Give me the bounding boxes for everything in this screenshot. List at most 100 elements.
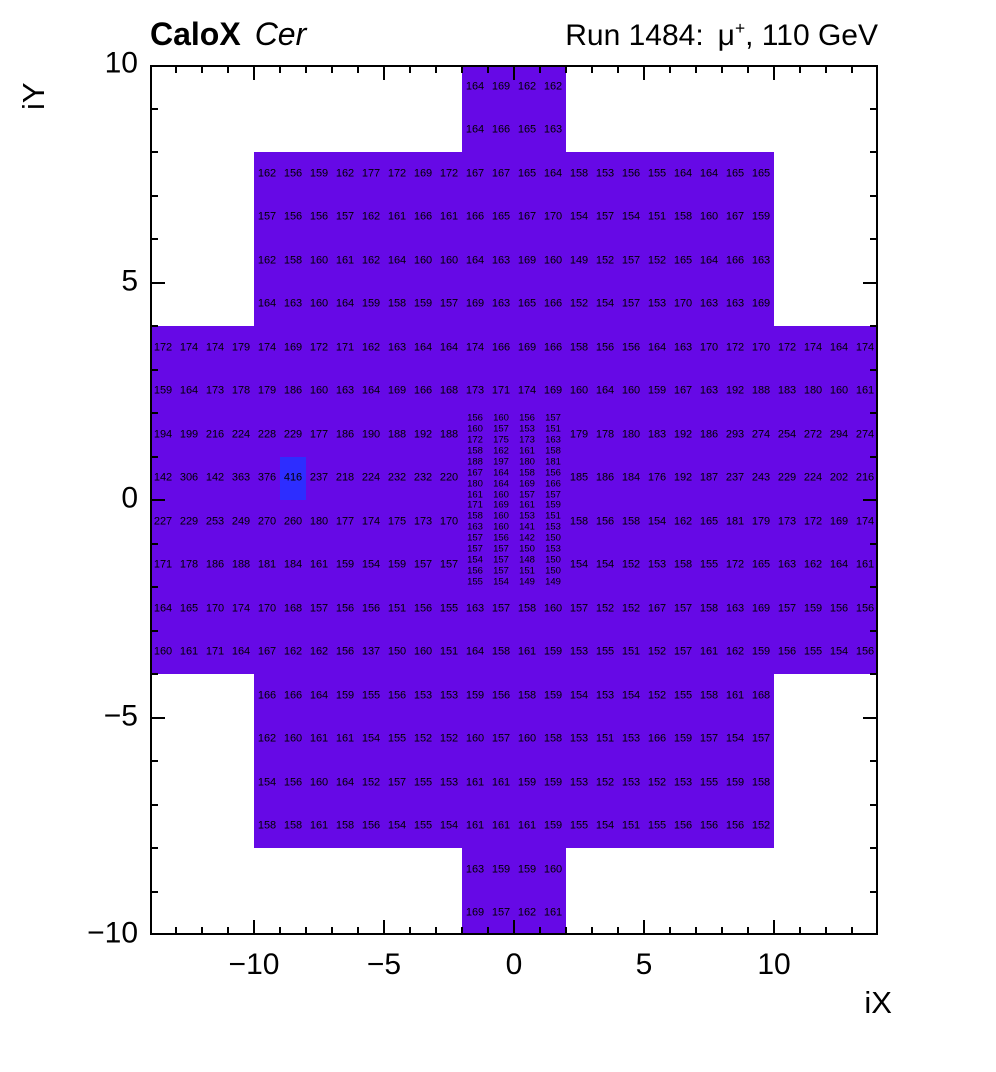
cell-value: 160: [413, 254, 433, 267]
fine-cell-value: 151: [519, 564, 535, 576]
cell-value: 162: [361, 341, 381, 354]
y-tick-label: 10: [104, 46, 138, 80]
cell-value: 166: [465, 210, 485, 223]
x-axis-tick: [565, 927, 567, 935]
cell-value: 166: [413, 210, 433, 223]
y-axis-title: iY: [16, 82, 51, 110]
cell-value: 159: [647, 384, 667, 397]
y-tick-label: 0: [121, 481, 138, 515]
cell-value: 169: [283, 341, 303, 354]
x-axis-tick: [201, 65, 203, 73]
cell-value: 152: [621, 602, 641, 615]
cell-value: 156: [283, 776, 303, 789]
y-axis-tick: [150, 499, 165, 501]
cell-value: 294: [829, 428, 849, 441]
cell-value: 172: [387, 167, 407, 180]
cell-value: 171: [205, 645, 225, 658]
x-tick-label: 0: [505, 948, 523, 981]
x-axis-tick: [279, 927, 281, 935]
cell-value: 157: [309, 602, 329, 615]
cell-value: 162: [517, 80, 537, 93]
cell-value: 154: [621, 689, 641, 702]
cell-value: 172: [309, 341, 329, 354]
x-axis-tick: [669, 927, 671, 935]
fine-cell-value: 173: [519, 434, 535, 446]
cell-value: 157: [621, 297, 641, 310]
x-axis-tick: [435, 927, 437, 935]
fine-cell-value: 164: [493, 467, 509, 479]
fine-cell-value: 156: [519, 412, 535, 424]
cell-value: 157: [439, 297, 459, 310]
cell-value: 169: [465, 906, 485, 919]
cell-value: 163: [491, 297, 511, 310]
fine-cell-value: 156: [467, 564, 483, 576]
cell-value: 163: [283, 297, 303, 310]
cell-value: 157: [413, 558, 433, 571]
cell-value: 156: [283, 210, 303, 223]
fine-cell-value: 166: [545, 477, 561, 489]
fine-cell-value: 155: [467, 575, 483, 587]
x-axis-tick: [409, 65, 411, 73]
cell-value: 155: [439, 602, 459, 615]
fine-cell-value: 156: [467, 412, 483, 424]
y-axis-tick: [150, 151, 158, 153]
cell-value: 163: [465, 863, 485, 876]
fine-cell-value: 158: [467, 445, 483, 457]
cell-value: 151: [647, 210, 667, 223]
fine-cell-value: 169: [493, 499, 509, 511]
cell-value: 169: [751, 297, 771, 310]
cell-value: 190: [361, 428, 381, 441]
y-axis-tick: [870, 455, 878, 458]
cell-value: 159: [335, 689, 355, 702]
cell-value: 169: [517, 254, 537, 267]
fine-cell-value: 171: [467, 499, 483, 511]
cell-value: 274: [855, 428, 875, 441]
cell-value: 151: [439, 645, 459, 658]
cell-value: 159: [543, 645, 563, 658]
cell-value: 165: [725, 167, 745, 180]
cell-value: 160: [439, 254, 459, 267]
fine-cell-value: 164: [493, 477, 509, 489]
cell-value: 155: [699, 776, 719, 789]
cell-value: 161: [699, 645, 719, 658]
cell-value: 161: [517, 645, 537, 658]
cell-value: 174: [517, 384, 537, 397]
cell-value: 167: [517, 210, 537, 223]
y-axis-tick: [870, 151, 878, 153]
cell-value: 232: [413, 471, 433, 484]
x-axis-tick: [461, 927, 463, 935]
y-axis-tick: [863, 716, 878, 719]
cell-value: 363: [231, 471, 251, 484]
cell-value: 218: [335, 471, 355, 484]
cell-value: 160: [699, 210, 719, 223]
cell-value: 168: [751, 689, 771, 702]
cell-value: 166: [413, 384, 433, 397]
x-axis-tick: [513, 65, 515, 80]
x-axis-tick: [409, 927, 411, 935]
y-axis-tick: [870, 368, 878, 371]
fine-cell-value: 160: [467, 423, 483, 435]
cell-value: 158: [673, 558, 693, 571]
fine-cell-value: 157: [467, 532, 483, 544]
cell-value: 162: [361, 210, 381, 223]
cell-value: 156: [413, 602, 433, 615]
fine-cell-value: 153: [545, 521, 561, 533]
y-axis-tick: [870, 238, 878, 240]
cell-value: 158: [491, 645, 511, 658]
cell-value: 177: [309, 428, 329, 441]
cell-value: 154: [569, 689, 589, 702]
x-axis-tick: [253, 65, 255, 80]
cell-value: 158: [283, 819, 303, 832]
cell-value: 179: [257, 384, 277, 397]
cell-value: 158: [517, 602, 537, 615]
cell-value: 169: [491, 80, 511, 93]
cell-value: 177: [361, 167, 381, 180]
cell-value: 163: [777, 558, 797, 571]
x-axis-tick: [799, 927, 801, 935]
cell-value: 153: [673, 776, 693, 789]
fine-cell-value: 157: [493, 554, 509, 566]
cell-value: 216: [205, 428, 225, 441]
cell-value: 167: [725, 210, 745, 223]
cell-value: 164: [595, 384, 615, 397]
y-axis-tick: [150, 194, 158, 197]
